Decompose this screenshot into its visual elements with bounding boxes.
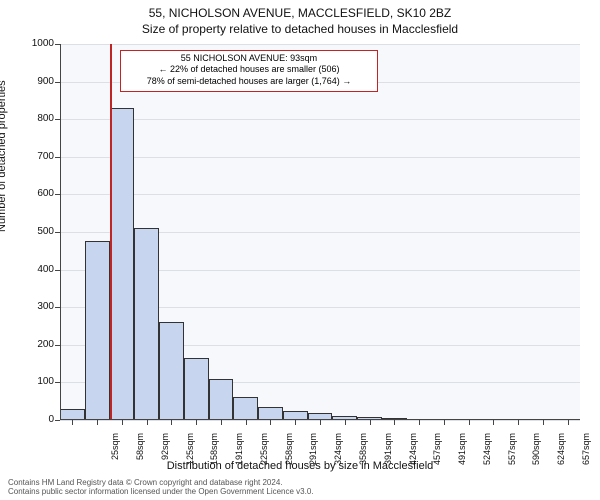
y-tick-label: 500 (14, 226, 54, 237)
footer-line-2: Contains public sector information licen… (8, 487, 314, 496)
property-marker-line (110, 44, 112, 420)
gridline (60, 44, 580, 45)
x-axis-ticks: 25sqm58sqm92sqm125sqm158sqm191sqm225sqm2… (60, 420, 580, 464)
x-tick-mark (147, 420, 148, 425)
x-tick-mark (394, 420, 395, 425)
gridline (60, 157, 580, 158)
x-tick-mark (320, 420, 321, 425)
plot-area (60, 44, 580, 420)
x-tick-mark (419, 420, 420, 425)
x-tick-mark (295, 420, 296, 425)
y-tick-mark (55, 44, 60, 45)
y-tick-mark (55, 82, 60, 83)
gridline (60, 119, 580, 120)
histogram-bar (134, 228, 159, 420)
footer-line-1: Contains HM Land Registry data © Crown c… (8, 478, 314, 487)
x-tick-mark (444, 420, 445, 425)
y-tick-mark (55, 307, 60, 308)
histogram-bar (209, 379, 234, 420)
chart-title-line2: Size of property relative to detached ho… (0, 22, 600, 36)
chart-container: 55, NICHOLSON AVENUE, MACCLESFIELD, SK10… (0, 0, 600, 500)
y-axis-ticks: 01002003004005006007008009001000 (0, 44, 60, 420)
x-tick-mark (171, 420, 172, 425)
y-tick-label: 700 (14, 151, 54, 162)
y-tick-mark (55, 270, 60, 271)
x-tick-mark (493, 420, 494, 425)
x-tick-mark (246, 420, 247, 425)
annotation-box: 55 NICHOLSON AVENUE: 93sqm ← 22% of deta… (120, 50, 378, 92)
gridline (60, 194, 580, 195)
x-tick-mark (72, 420, 73, 425)
y-tick-label: 0 (14, 414, 54, 425)
x-tick-mark (568, 420, 569, 425)
annotation-line-1: 55 NICHOLSON AVENUE: 93sqm (125, 53, 373, 64)
histogram-bar (85, 241, 110, 420)
y-tick-mark (55, 382, 60, 383)
x-tick-mark (469, 420, 470, 425)
x-tick-mark (122, 420, 123, 425)
y-tick-mark (55, 157, 60, 158)
histogram-bar (110, 108, 135, 420)
annotation-line-2: ← 22% of detached houses are smaller (50… (125, 64, 373, 75)
y-tick-label: 800 (14, 113, 54, 124)
x-tick-mark (97, 420, 98, 425)
y-tick-mark (55, 119, 60, 120)
y-tick-label: 900 (14, 76, 54, 87)
x-tick-mark (370, 420, 371, 425)
y-tick-label: 100 (14, 376, 54, 387)
y-tick-mark (55, 345, 60, 346)
histogram-bar (233, 397, 258, 420)
x-axis-label: Distribution of detached houses by size … (0, 460, 600, 472)
x-tick-mark (196, 420, 197, 425)
histogram-bar (159, 322, 184, 420)
x-tick-mark (221, 420, 222, 425)
plot-region: 55 NICHOLSON AVENUE: 93sqm ← 22% of deta… (60, 44, 580, 420)
x-tick-mark (270, 420, 271, 425)
y-tick-label: 400 (14, 264, 54, 275)
y-tick-label: 200 (14, 339, 54, 350)
footer-attribution: Contains HM Land Registry data © Crown c… (8, 478, 314, 496)
x-tick-mark (345, 420, 346, 425)
y-tick-label: 300 (14, 301, 54, 312)
x-tick-mark (518, 420, 519, 425)
y-tick-mark (55, 232, 60, 233)
histogram-bar (184, 358, 209, 420)
annotation-line-3: 78% of semi-detached houses are larger (… (125, 76, 373, 87)
x-tick-mark (543, 420, 544, 425)
y-tick-label: 600 (14, 188, 54, 199)
y-tick-mark (55, 194, 60, 195)
chart-title-line1: 55, NICHOLSON AVENUE, MACCLESFIELD, SK10… (0, 6, 600, 20)
y-axis-line (60, 44, 61, 420)
y-tick-label: 1000 (14, 38, 54, 49)
